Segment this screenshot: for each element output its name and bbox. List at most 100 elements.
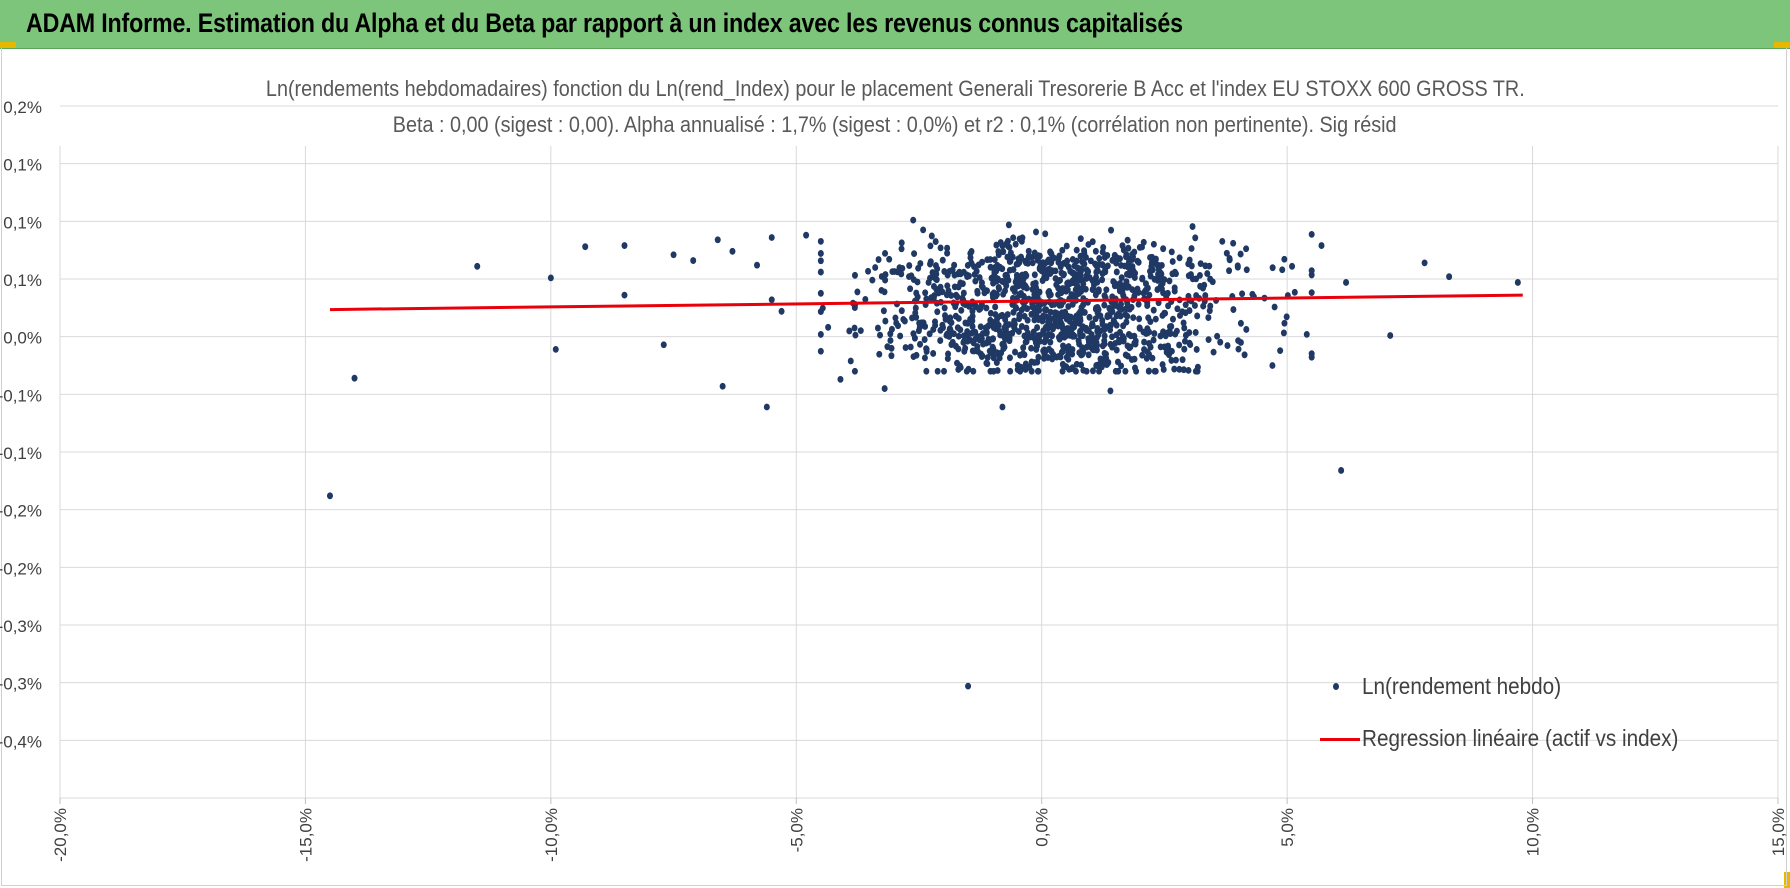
data-point — [778, 307, 785, 315]
regression-line-icon — [1320, 738, 1360, 741]
data-point — [1085, 241, 1092, 248]
data-point — [1149, 354, 1156, 362]
data-point — [1147, 254, 1154, 261]
data-point — [888, 344, 895, 352]
data-point — [1197, 260, 1204, 268]
data-point — [1059, 285, 1066, 292]
data-point — [1182, 301, 1189, 309]
data-point — [933, 276, 940, 284]
data-point — [999, 403, 1006, 411]
data-point — [1005, 221, 1012, 229]
data-point — [1230, 306, 1237, 313]
data-point — [1446, 273, 1453, 281]
data-point — [1143, 354, 1150, 362]
data-point — [1168, 248, 1175, 256]
data-point — [1121, 262, 1128, 270]
data-point — [1080, 280, 1087, 288]
data-point — [948, 319, 955, 327]
data-point — [1057, 276, 1064, 284]
data-point — [1094, 307, 1101, 315]
data-point — [1188, 262, 1195, 270]
data-point — [1077, 273, 1084, 281]
data-point — [1308, 289, 1315, 297]
data-point — [1071, 262, 1078, 270]
data-point — [1125, 258, 1132, 266]
legend-label-points: Ln(rendement hebdo) — [1362, 673, 1562, 699]
data-point — [1049, 267, 1056, 275]
data-point — [1065, 343, 1072, 350]
data-point — [898, 245, 905, 253]
data-point — [927, 258, 934, 266]
data-point — [997, 239, 1004, 246]
data-point — [927, 242, 934, 250]
data-point — [1179, 356, 1186, 364]
data-point — [1080, 366, 1087, 374]
data-point — [1182, 309, 1189, 317]
x-tick-label: -10,0% — [542, 808, 561, 862]
data-point — [817, 308, 824, 315]
data-point — [916, 323, 923, 331]
data-point — [888, 352, 895, 360]
data-point — [1059, 347, 1066, 355]
data-point — [1071, 321, 1078, 329]
data-point — [1237, 319, 1244, 327]
data-point — [1019, 271, 1026, 279]
data-point — [1123, 253, 1130, 261]
data-point — [1187, 271, 1194, 278]
data-point — [944, 244, 951, 252]
data-point — [1032, 307, 1039, 315]
data-point — [1124, 236, 1131, 244]
data-point — [1035, 289, 1042, 296]
data-point — [1013, 304, 1020, 312]
data-point — [926, 330, 933, 338]
data-point — [960, 289, 967, 297]
data-point — [1101, 332, 1108, 340]
data-point — [1003, 239, 1010, 247]
data-point — [877, 331, 884, 339]
data-point — [1151, 330, 1158, 337]
data-point — [1069, 277, 1076, 285]
data-point — [1194, 363, 1201, 371]
data-point — [1308, 230, 1315, 238]
data-point — [1131, 332, 1138, 340]
data-point — [1055, 334, 1062, 341]
data-point — [621, 242, 628, 249]
data-point — [964, 337, 971, 345]
data-point — [1081, 247, 1088, 255]
data-point — [1200, 302, 1207, 310]
data-point — [974, 347, 981, 355]
chart-frame — [1, 48, 1787, 886]
data-point — [1054, 310, 1061, 317]
data-point — [898, 307, 905, 315]
data-point — [964, 328, 971, 335]
data-point — [1281, 319, 1288, 327]
data-point — [1094, 324, 1101, 332]
data-point — [999, 277, 1006, 285]
data-point — [1066, 329, 1073, 336]
data-point — [1042, 325, 1049, 332]
data-point — [1131, 355, 1138, 363]
data-point — [1053, 281, 1060, 289]
data-point — [817, 237, 824, 245]
data-point — [1303, 330, 1310, 338]
data-point — [729, 247, 736, 255]
data-point — [1269, 362, 1276, 369]
y-tick-label: -0,2% — [0, 559, 42, 578]
data-point — [1101, 301, 1108, 309]
data-point — [1241, 351, 1248, 359]
data-point — [1147, 318, 1154, 326]
data-point — [1219, 237, 1226, 245]
data-point — [1083, 343, 1090, 351]
y-tick-label: -0,3% — [0, 675, 42, 694]
x-tick-label: 10,0% — [1524, 808, 1543, 856]
data-point — [1283, 313, 1290, 321]
data-point — [959, 294, 966, 302]
data-point — [923, 367, 930, 375]
data-point — [1188, 245, 1195, 252]
data-point — [1113, 346, 1120, 354]
data-point — [1174, 305, 1181, 313]
data-point — [1013, 271, 1020, 279]
data-point — [914, 278, 921, 286]
data-point — [969, 307, 976, 315]
